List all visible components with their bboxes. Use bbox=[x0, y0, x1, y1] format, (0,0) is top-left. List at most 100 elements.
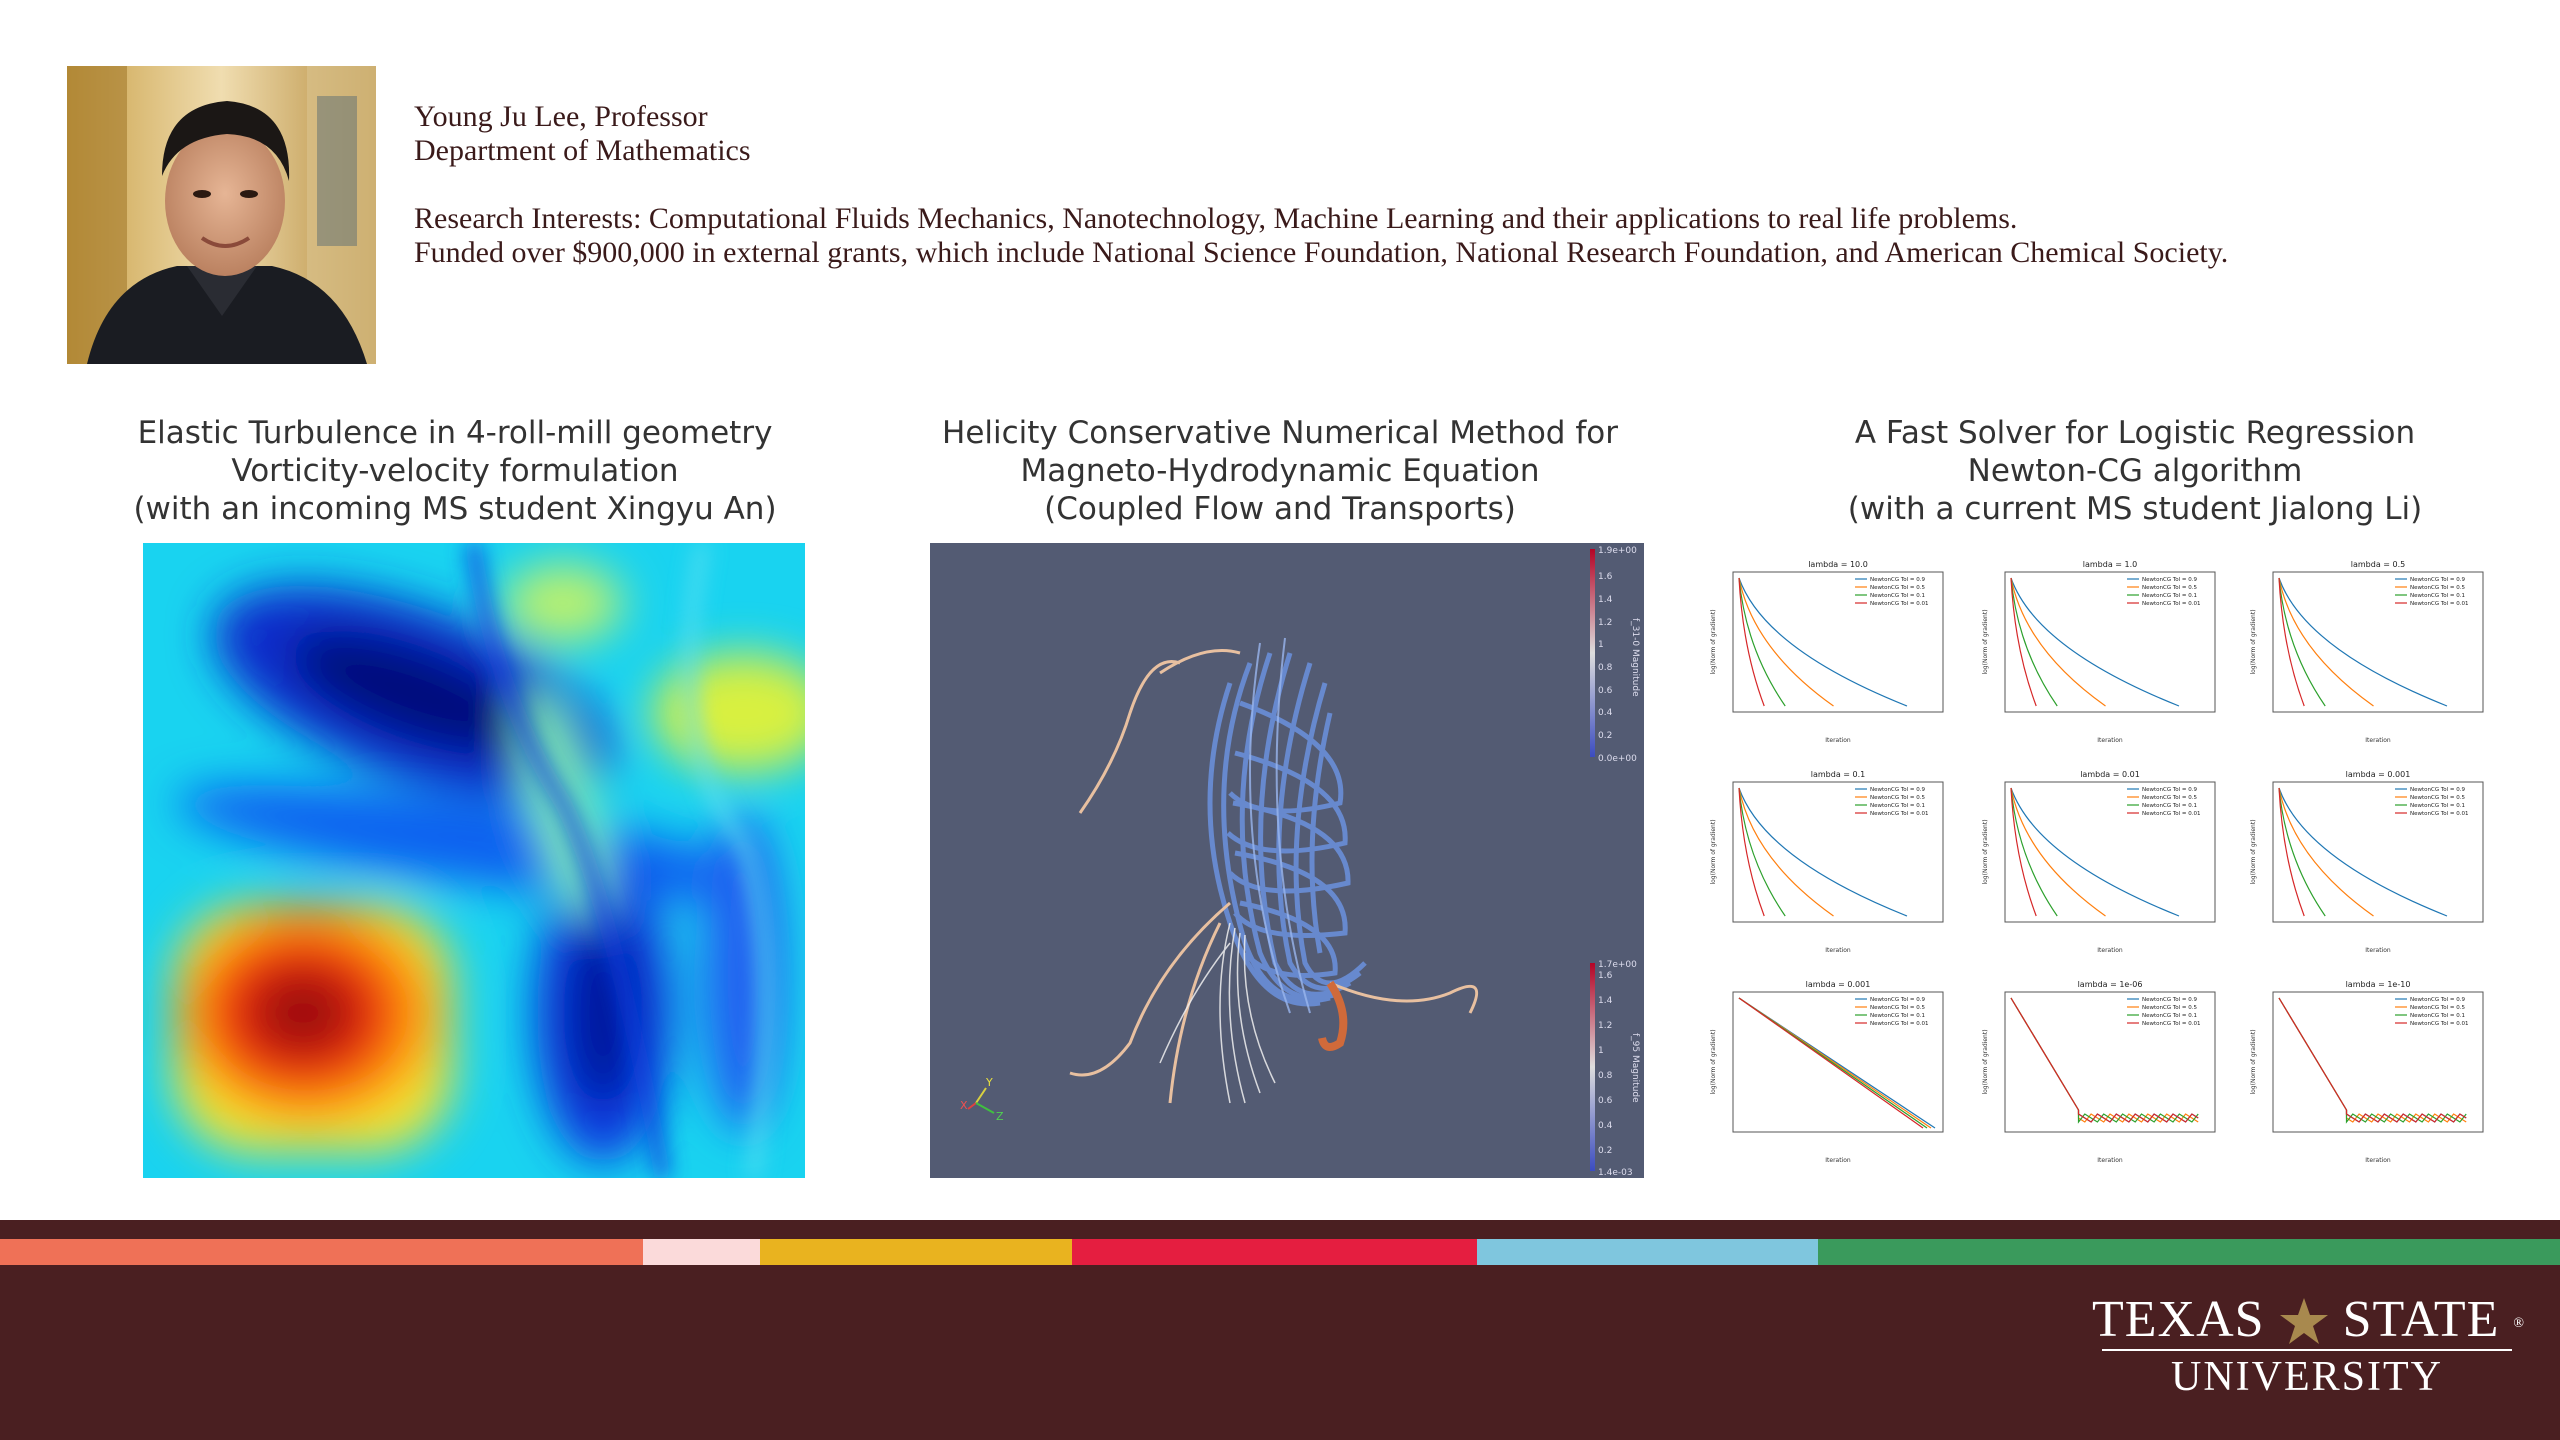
plot-title: lambda = 0.01 bbox=[2080, 770, 2140, 779]
mhd-streamlines-image: Y X Z 1.9e+00 1.6 1.4 1.2 1 0.8 0.6 0.4 … bbox=[930, 543, 1644, 1178]
convergence-plot: lambda = 1e-10 Iteration log(Norm of gradi… bbox=[2245, 976, 2495, 1166]
plot-ylabel: log(Norm of gradient) bbox=[1710, 609, 1717, 674]
plot-series-line bbox=[2010, 997, 2199, 1124]
plot-legend-item: NewtonCG Tol = 0.5 bbox=[1870, 1005, 1926, 1011]
project-title-line: Newton-CG algorithm bbox=[1967, 453, 2303, 489]
colorbar-tick: 0.2 bbox=[1598, 1146, 1612, 1156]
logo-texas: TEXAS bbox=[2092, 1291, 2265, 1348]
plot-xlabel: Iteration bbox=[1825, 737, 1851, 744]
plot-xlabel: Iteration bbox=[2365, 1157, 2391, 1164]
project-title-line: Elastic Turbulence in 4-roll-mill geomet… bbox=[137, 415, 773, 451]
plot-legend-item: NewtonCG Tol = 0.1 bbox=[2142, 593, 2197, 599]
plot-series-line bbox=[2278, 577, 2326, 707]
plot-series-line bbox=[2278, 577, 2448, 707]
logo-divider bbox=[2102, 1349, 2512, 1351]
colorbar-tick: 1.2 bbox=[1598, 618, 1612, 628]
plot-xlabel: Iteration bbox=[2097, 737, 2123, 744]
colorbar-tick: 0.4 bbox=[1598, 1121, 1613, 1131]
colorbar-tick: 0.8 bbox=[1598, 1071, 1613, 1081]
plot-legend-item: NewtonCG Tol = 0.9 bbox=[1870, 997, 1926, 1003]
axis-label-y: Y bbox=[985, 1076, 993, 1089]
colorbar-tick: 0.4 bbox=[1598, 708, 1613, 718]
plot-series-line bbox=[1738, 787, 1834, 917]
colorbar-tick: 0.6 bbox=[1598, 686, 1613, 696]
plot-title: lambda = 1.0 bbox=[2083, 560, 2138, 569]
plot-legend-item: NewtonCG Tol = 0.1 bbox=[2142, 1013, 2197, 1019]
plot-legend-item: NewtonCG Tol = 0.01 bbox=[2142, 811, 2201, 817]
stripe-gold bbox=[760, 1239, 1072, 1265]
plot-legend-item: NewtonCG Tol = 0.1 bbox=[2410, 1013, 2465, 1019]
plot-title: lambda = 0.5 bbox=[2351, 560, 2406, 569]
plot-xlabel: Iteration bbox=[1825, 1157, 1851, 1164]
plot-series-line bbox=[2278, 577, 2305, 707]
project-title-line: Vorticity-velocity formulation bbox=[231, 453, 679, 489]
university-logo: TEXAS STATE ® UNIVERSITY bbox=[2092, 1290, 2524, 1401]
project-title-line: Magneto-Hydrodynamic Equation bbox=[1020, 453, 1540, 489]
convergence-plot: lambda = 0.1 Iteration log(Norm of gradien… bbox=[1705, 766, 1955, 956]
name-title: Young Ju Lee, Professor bbox=[414, 100, 708, 133]
plot-legend-item: NewtonCG Tol = 0.5 bbox=[1870, 795, 1926, 801]
colorbar-top-title: f_31-0 Magnitude bbox=[1630, 618, 1640, 697]
plot-legend-item: NewtonCG Tol = 0.01 bbox=[1870, 1021, 1929, 1027]
plot-series-line bbox=[2010, 997, 2199, 1123]
logo-university: UNIVERSITY bbox=[2171, 1354, 2443, 1400]
colorbar-tick: 1 bbox=[1598, 1046, 1604, 1056]
plot-legend-item: NewtonCG Tol = 0.5 bbox=[2410, 795, 2466, 801]
plot-legend-item: NewtonCG Tol = 0.01 bbox=[1870, 811, 1929, 817]
plot-series-line bbox=[1738, 577, 1786, 707]
plot-ylabel: log(Norm of gradient) bbox=[1710, 1029, 1717, 1094]
project-title-line: (Coupled Flow and Transports) bbox=[1044, 491, 1516, 527]
plot-series-line bbox=[2278, 787, 2448, 917]
plot-ylabel: log(Norm of gradient) bbox=[1982, 819, 1989, 884]
plot-series-line bbox=[2010, 787, 2180, 917]
plot-legend-item: NewtonCG Tol = 0.01 bbox=[2142, 1021, 2201, 1027]
plot-legend-item: NewtonCG Tol = 0.5 bbox=[2410, 585, 2466, 591]
profile-photo bbox=[67, 66, 376, 364]
colorbar-tick: 1.6 bbox=[1598, 971, 1613, 981]
stripe-coral bbox=[0, 1239, 643, 1265]
convergence-plot: lambda = 1e-06 Iteration log(Norm of gradi… bbox=[1977, 976, 2227, 1166]
plot-legend-item: NewtonCG Tol = 0.01 bbox=[2410, 811, 2469, 817]
plot-series-line bbox=[2010, 577, 2037, 707]
plot-ylabel: log(Norm of gradient) bbox=[1710, 819, 1717, 884]
convergence-plot: lambda = 0.001 Iteration log(Norm of gradi… bbox=[1705, 976, 1955, 1166]
colorbar-bottom bbox=[1590, 963, 1595, 1171]
colorbar-tick: 0.8 bbox=[1598, 663, 1613, 673]
convergence-plot: lambda = 0.01 Iteration log(Norm of gradie… bbox=[1977, 766, 2227, 956]
plot-title: lambda = 1e-10 bbox=[2346, 980, 2411, 989]
plot-xlabel: Iteration bbox=[2097, 1157, 2123, 1164]
plot-legend-item: NewtonCG Tol = 0.1 bbox=[2142, 803, 2197, 809]
project-title-line: (with a current MS student Jialong Li) bbox=[1847, 491, 2423, 527]
plot-legend-item: NewtonCG Tol = 0.5 bbox=[1870, 585, 1926, 591]
plot-legend-item: NewtonCG Tol = 0.9 bbox=[1870, 577, 1926, 583]
plot-legend-item: NewtonCG Tol = 0.9 bbox=[1870, 787, 1926, 793]
bio-block: Young Ju Lee, Professor Department of Ma… bbox=[414, 100, 2228, 270]
stripe-blue bbox=[1477, 1239, 1818, 1265]
plot-series-line bbox=[2278, 577, 2374, 707]
plot-xlabel: Iteration bbox=[2365, 737, 2391, 744]
plot-title: lambda = 1e-06 bbox=[2078, 980, 2143, 989]
plot-ylabel: log(Norm of gradient) bbox=[2250, 819, 2257, 884]
logo-state: STATE bbox=[2342, 1291, 2500, 1348]
colorbar-top bbox=[1590, 549, 1595, 757]
plot-legend-item: NewtonCG Tol = 0.1 bbox=[1870, 803, 1925, 809]
plot-series-line bbox=[1738, 577, 1765, 707]
plot-title: lambda = 0.1 bbox=[1811, 770, 1866, 779]
plot-legend-item: NewtonCG Tol = 0.01 bbox=[2410, 601, 2469, 607]
stripe-pink bbox=[643, 1239, 760, 1265]
axis-label-z: Z bbox=[996, 1110, 1004, 1123]
plot-series-line bbox=[1738, 997, 1924, 1129]
plot-series-line bbox=[2278, 787, 2374, 917]
convergence-plots-grid: lambda = 10.0 Iteration log(Norm of gradie… bbox=[1705, 556, 2500, 1166]
plot-series-line bbox=[2278, 997, 2467, 1123]
axis-label-x: X bbox=[960, 1099, 968, 1112]
plot-xlabel: Iteration bbox=[1825, 947, 1851, 954]
plot-title: lambda = 10.0 bbox=[1808, 560, 1868, 569]
convergence-plot: lambda = 0.5 Iteration log(Norm of gradien… bbox=[2245, 556, 2495, 746]
plot-series-line bbox=[1738, 787, 1786, 917]
convergence-plot: lambda = 10.0 Iteration log(Norm of gradie… bbox=[1705, 556, 1955, 746]
plot-series-line bbox=[2278, 997, 2467, 1124]
plot-legend-item: NewtonCG Tol = 0.9 bbox=[2142, 577, 2198, 583]
colorbar-tick: 1.2 bbox=[1598, 1021, 1612, 1031]
colorbar-top-min: 0.0e+00 bbox=[1598, 754, 1637, 764]
